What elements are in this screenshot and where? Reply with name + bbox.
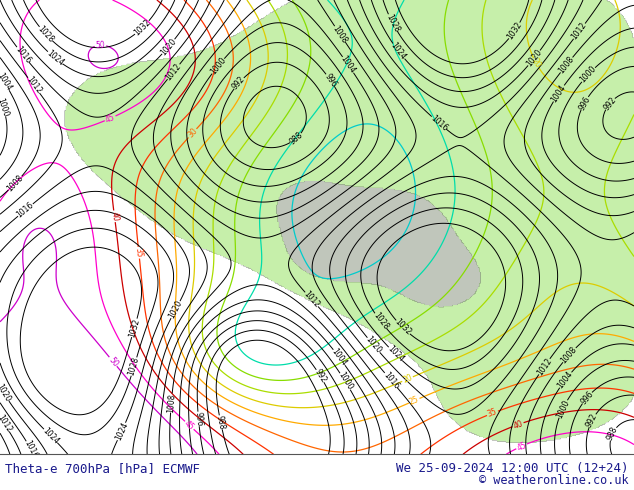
Text: 40: 40 [110, 211, 120, 221]
Text: 1000: 1000 [209, 56, 228, 76]
Text: 1032: 1032 [392, 318, 413, 338]
Text: 1020: 1020 [0, 382, 13, 404]
Text: 1012: 1012 [570, 21, 589, 42]
Text: 1000: 1000 [336, 371, 354, 392]
Text: 1016: 1016 [381, 370, 401, 391]
Text: 50: 50 [95, 41, 105, 50]
Text: 992: 992 [602, 95, 618, 112]
Text: 1012: 1012 [0, 413, 13, 434]
Text: 1008: 1008 [559, 345, 579, 365]
Text: 992: 992 [231, 74, 247, 92]
Text: 1012: 1012 [302, 289, 321, 310]
Text: © weatheronline.co.uk: © weatheronline.co.uk [479, 474, 629, 487]
Text: 1020: 1020 [364, 335, 383, 355]
Text: 1008: 1008 [331, 24, 349, 45]
Text: 1020: 1020 [158, 36, 178, 57]
Text: 1004: 1004 [339, 54, 358, 75]
Text: 1028: 1028 [36, 24, 56, 44]
Text: 1024: 1024 [41, 426, 61, 446]
Text: 1012: 1012 [535, 356, 553, 377]
Text: 50: 50 [107, 355, 120, 368]
Text: 1004: 1004 [556, 369, 575, 390]
Text: 40: 40 [512, 419, 524, 431]
Text: 1016: 1016 [13, 45, 32, 65]
Text: 1004: 1004 [550, 83, 568, 104]
Text: 1000: 1000 [578, 64, 598, 85]
Text: 1028: 1028 [371, 311, 390, 331]
Text: 1032: 1032 [505, 20, 524, 41]
Text: 20: 20 [401, 373, 414, 385]
Text: 996: 996 [323, 72, 338, 89]
Text: 35: 35 [134, 247, 144, 258]
Text: 1020: 1020 [525, 48, 544, 69]
Text: 996: 996 [577, 95, 592, 112]
Text: 1032: 1032 [127, 318, 141, 339]
Text: 45: 45 [515, 440, 528, 452]
Text: 30: 30 [186, 126, 199, 140]
Text: 988: 988 [605, 425, 619, 442]
Text: 992: 992 [585, 412, 599, 429]
Text: 1004: 1004 [330, 347, 349, 368]
Text: 996: 996 [193, 411, 204, 427]
Text: 1008: 1008 [166, 393, 177, 413]
Text: 1024: 1024 [45, 49, 65, 68]
Text: 1024: 1024 [389, 41, 408, 62]
Text: 1028: 1028 [127, 356, 141, 377]
Text: 25: 25 [408, 395, 420, 407]
Text: 992: 992 [313, 368, 328, 385]
Text: 1012: 1012 [25, 75, 43, 96]
Text: 1032: 1032 [133, 18, 152, 38]
Text: 1004: 1004 [0, 72, 13, 93]
Text: 45: 45 [183, 419, 196, 432]
Text: Theta-e 700hPa [hPa] ECMWF: Theta-e 700hPa [hPa] ECMWF [5, 462, 200, 475]
Text: 35: 35 [486, 407, 498, 419]
Text: 1028: 1028 [384, 12, 401, 33]
Text: 1024: 1024 [113, 421, 129, 442]
Text: 1024: 1024 [385, 344, 405, 364]
Text: 20: 20 [530, 57, 543, 70]
Text: 1000: 1000 [555, 398, 571, 419]
Text: 988: 988 [215, 415, 226, 430]
Text: 1016: 1016 [22, 439, 39, 460]
Text: 1008: 1008 [557, 54, 576, 75]
Text: 1020: 1020 [167, 299, 184, 320]
Text: 1008: 1008 [5, 173, 25, 194]
Text: 1012: 1012 [164, 61, 183, 82]
Text: We 25-09-2024 12:00 UTC (12+24): We 25-09-2024 12:00 UTC (12+24) [396, 462, 629, 475]
Text: 1000: 1000 [0, 97, 10, 118]
Text: 45: 45 [104, 112, 117, 124]
Text: 988: 988 [288, 130, 304, 147]
Text: 1016: 1016 [429, 113, 449, 133]
Text: 1016: 1016 [15, 200, 36, 220]
Text: 996: 996 [579, 389, 595, 406]
